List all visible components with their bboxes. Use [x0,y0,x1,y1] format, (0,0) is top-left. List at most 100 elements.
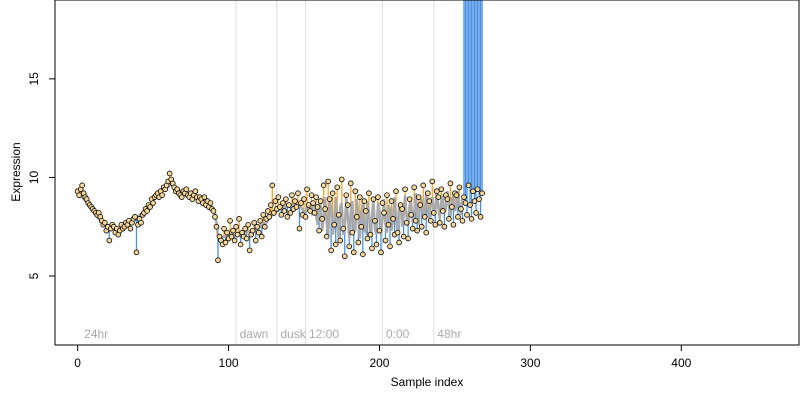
data-point [459,218,466,224]
data-point [347,180,354,187]
data-point [314,204,321,210]
data-point [375,194,381,200]
data-point [258,233,265,240]
data-point [79,182,85,189]
data-point [332,241,339,248]
data-point [379,200,386,206]
data-point [266,214,273,220]
data-point [317,198,324,204]
data-point [394,229,401,236]
data-point [349,229,356,236]
data-point [283,196,289,202]
data-point [310,200,316,206]
data-point [363,208,369,214]
data-point [406,196,413,202]
data-point [366,190,372,197]
data-point [257,218,264,224]
data-point [133,249,140,256]
data-point [434,188,440,195]
data-point [178,194,185,200]
data-point [378,249,384,256]
data-point [420,182,427,189]
data-point [201,194,208,200]
data-point [329,190,336,197]
region-label: 12:00 [309,327,339,341]
data-point [418,223,425,230]
data-point [230,227,236,234]
data-point [278,212,285,218]
y-tick-label: 5 [27,272,41,279]
data-point [462,200,469,206]
data-point [166,170,173,177]
data-point [293,204,300,210]
data-point [364,235,371,242]
data-point [423,229,430,236]
data-point [343,192,350,198]
data-point [281,208,288,214]
data-point [227,218,233,224]
data-point [424,190,431,197]
x-axis-title: Sample index [391,375,464,389]
data-point [261,223,268,230]
data-point [441,223,448,230]
data-point [464,212,470,218]
data-point [473,210,479,216]
data-point [411,184,417,191]
data-point [390,216,396,222]
data-point [376,227,383,234]
data-point [183,186,190,193]
data-point [147,204,153,210]
data-point [207,200,214,206]
data-point [252,237,259,244]
data-point [429,178,436,185]
data-point [435,194,442,200]
data-point [351,249,357,256]
data-point [334,184,341,191]
data-point [304,186,310,193]
data-point [340,225,347,232]
x-axis: 0 100 200 300 400 [74,344,692,370]
data-point [408,212,414,218]
data-point [292,198,298,204]
data-point [243,235,250,242]
data-point [289,192,295,198]
data-point [221,225,227,232]
x-tick-label: 400 [671,356,691,370]
data-point [246,247,253,254]
data-point [438,186,445,193]
data-point [192,188,199,195]
data-point [210,208,217,214]
data-point [396,239,402,246]
data-point [302,214,309,220]
data-point [236,216,242,222]
data-point [213,223,220,230]
data-point [76,192,82,198]
data-point [144,208,150,214]
data-point [344,202,351,208]
data-point [450,221,457,228]
data-point [228,233,235,240]
data-point [358,223,365,230]
data-point [461,194,467,200]
data-point [361,198,368,204]
region-label: dawn [240,327,269,341]
data-point [400,233,407,240]
data-point [430,210,437,216]
data-point [237,241,244,248]
data-point [393,188,399,195]
data-point [275,194,282,200]
data-point [417,202,424,208]
data-point [405,235,411,242]
data-point [468,216,475,222]
data-point [269,182,276,189]
data-point [449,204,455,210]
data-point [367,231,374,238]
x-tick-label: 300 [520,356,540,370]
x-tick-label: 0 [74,356,81,370]
data-point [412,218,419,224]
data-point [447,180,454,187]
data-point [322,206,328,212]
data-point [479,190,485,197]
data-point [477,214,484,220]
data-point [242,225,248,232]
